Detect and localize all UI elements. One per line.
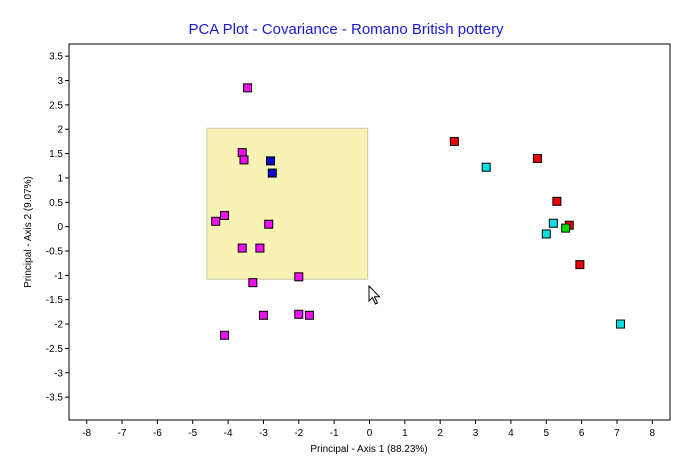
- x-tick-label: -1: [330, 428, 339, 439]
- y-tick-label: 2: [57, 125, 63, 136]
- x-tick-label: 8: [650, 428, 656, 439]
- x-tick-label: 6: [579, 428, 585, 439]
- y-tick-label: -2: [54, 320, 63, 331]
- scatter-point: [239, 155, 249, 165]
- x-tick-label: 5: [543, 428, 549, 439]
- scatter-point: [541, 229, 551, 239]
- x-tick-label: -4: [224, 428, 233, 439]
- scatter-point: [243, 83, 253, 93]
- y-tick-label: -2.5: [46, 344, 64, 355]
- scatter-point: [237, 243, 247, 253]
- scatter-point: [304, 310, 314, 320]
- scatter-point: [266, 156, 276, 166]
- scatter-point: [616, 319, 626, 329]
- mouse-cursor-icon: [368, 284, 381, 305]
- x-tick-label: -5: [188, 428, 197, 439]
- scatter-point: [294, 309, 304, 319]
- x-tick-label: -3: [259, 428, 268, 439]
- scatter-point: [294, 272, 304, 282]
- x-tick-label: -7: [118, 428, 127, 439]
- x-tick-label: 2: [437, 428, 443, 439]
- data-points: [211, 83, 626, 340]
- scatter-point: [211, 216, 221, 226]
- x-axis-title: Principal - Axis 1 (88.23%): [310, 444, 427, 455]
- scatter-point: [258, 310, 268, 320]
- y-tick-label: -3: [54, 368, 63, 379]
- scatter-point: [548, 218, 558, 228]
- scatter-point: [237, 148, 247, 158]
- chart-title: PCA Plot - Covariance - Romano British p…: [188, 21, 504, 38]
- scatter-point: [575, 260, 585, 270]
- x-tick-label: 3: [473, 428, 479, 439]
- scatter-point: [220, 210, 230, 220]
- y-tick-label: 0: [57, 222, 63, 233]
- y-tick-label: 0.5: [49, 198, 63, 209]
- scatter-point: [248, 278, 258, 288]
- y-tick-label: 1: [57, 173, 63, 184]
- scatter-point: [449, 136, 459, 146]
- x-tick-label: 4: [508, 428, 514, 439]
- x-tick-label: 0: [367, 428, 373, 439]
- y-tick-label: 3: [57, 76, 63, 87]
- scatter-point: [481, 162, 491, 172]
- scatter-point: [561, 223, 571, 233]
- x-tick-label: 7: [614, 428, 620, 439]
- scatter-point: [220, 330, 230, 340]
- y-axis: -3.5 -3 -2.5 -2 -1.5 -1 -0.5 0 0.5 1 1.5 2 2.5 3 3.5: [46, 52, 69, 404]
- y-tick-label: 1.5: [49, 149, 63, 160]
- x-tick-label: 1: [402, 428, 408, 439]
- y-tick-label: 3.5: [49, 52, 63, 63]
- scatter-point: [255, 243, 265, 253]
- y-tick-label: -1.5: [46, 295, 64, 306]
- selection-box[interactable]: [206, 127, 369, 280]
- scatter-point: [552, 196, 562, 206]
- x-tick-label: -8: [82, 428, 91, 439]
- x-tick-label: -6: [153, 428, 162, 439]
- y-axis-title: Principal - Axis 2 (9.07%): [23, 176, 34, 288]
- scatter-point: [267, 168, 277, 178]
- scatter-point: [264, 219, 274, 229]
- scatter-point: [532, 153, 542, 163]
- x-tick-label: -2: [294, 428, 303, 439]
- plot-area: [68, 43, 671, 421]
- y-tick-label: -0.5: [46, 246, 64, 257]
- x-axis: -8 -7 -6 -5 -4 -3 -2 -1 0 1 2 3 4 5 6 7 8: [82, 420, 656, 439]
- y-tick-label: -3.5: [46, 393, 64, 404]
- y-tick-label: -1: [54, 271, 63, 282]
- y-tick-label: 2.5: [49, 100, 63, 111]
